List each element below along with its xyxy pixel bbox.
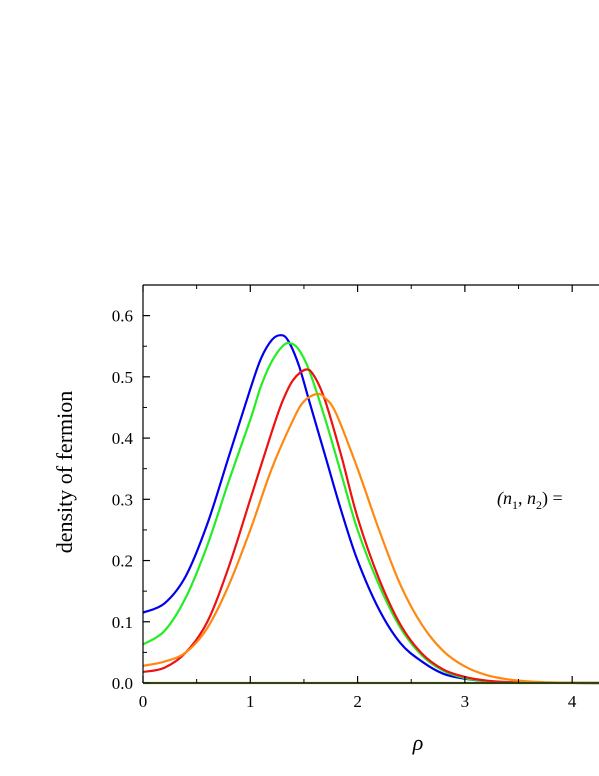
x-tick-label: 0: [139, 692, 148, 711]
x-tick-label: 3: [461, 692, 470, 711]
series-line-3: [142, 368, 599, 685]
y-tick-label: 0.3: [112, 490, 133, 509]
annotation-n1: n: [503, 488, 512, 508]
y-tick-label: 0.4: [112, 429, 134, 448]
y-tick-label: 0.1: [112, 613, 133, 632]
annotation-suffix: ) =: [542, 488, 563, 509]
y-tick-label: 0.2: [112, 552, 133, 571]
y-tick-label: 0.5: [112, 368, 133, 387]
axes-layer: [142, 284, 599, 684]
curves-layer: [142, 334, 599, 685]
annotation-sub1: 1: [512, 498, 518, 512]
x-tick-label: 1: [246, 692, 255, 711]
annotation-n2: n: [527, 488, 536, 508]
y-axis-title: density of fermion: [52, 391, 77, 554]
ticks-layer: 0 1 2 3 4 0.0 0.1 0.2 0.3 0.4 0.5 0.6: [112, 285, 577, 711]
series-line-4: [142, 392, 599, 685]
annotation-sub2: 2: [536, 498, 542, 512]
x-tick-label: 2: [353, 692, 362, 711]
annotation-label: (n1, n2) =: [497, 488, 563, 512]
x-axis-title: ρ: [412, 730, 424, 755]
x-tick-label: 4: [568, 692, 577, 711]
y-tick-label: 0.6: [112, 307, 133, 326]
y-tick-label: 0.0: [112, 674, 133, 693]
